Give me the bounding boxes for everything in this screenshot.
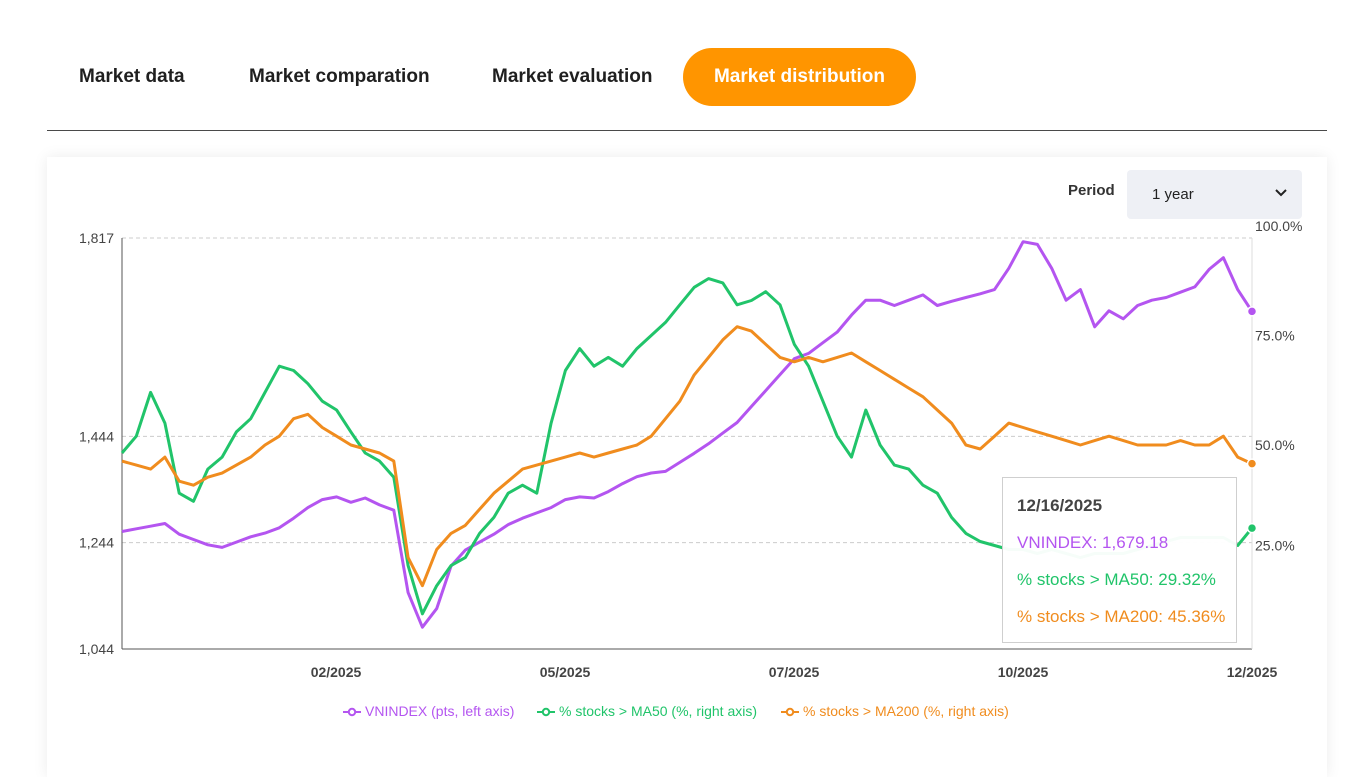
- series-end-marker-0: [1246, 306, 1258, 317]
- left-tick-label: 1,444: [79, 428, 114, 444]
- x-tick-label: 07/2025: [769, 664, 820, 680]
- period-select[interactable]: 1 year: [1127, 170, 1302, 219]
- chart-tooltip: 12/16/2025 VNINDEX: 1,679.18 % stocks > …: [1002, 477, 1237, 643]
- series-line-2: [121, 325, 1253, 588]
- tab-market-data[interactable]: Market data: [79, 66, 185, 87]
- legend-label: VNINDEX (pts, left axis): [365, 703, 515, 719]
- tooltip-vnindex: VNINDEX: 1,679.18: [1017, 533, 1169, 552]
- tooltip-date: 12/16/2025: [1017, 496, 1103, 515]
- left-tick-label: 1,044: [79, 641, 114, 657]
- legend-label: % stocks > MA50 (%, right axis): [559, 703, 758, 719]
- series-line-0: [121, 240, 1254, 629]
- legend-item-ma200[interactable]: % stocks > MA200 (%, right axis): [781, 703, 1009, 719]
- x-tick-label: 12/2025: [1227, 664, 1278, 680]
- x-tick-label: 05/2025: [540, 664, 591, 680]
- tab-market-comparation[interactable]: Market comparation: [249, 66, 430, 87]
- right-tick-label: 100.0%: [1255, 218, 1302, 234]
- right-tick-label: 25.0%: [1255, 538, 1295, 554]
- series-end-marker-1: [1246, 522, 1258, 534]
- x-tick-label: 10/2025: [998, 664, 1049, 680]
- period-label: Period: [1068, 182, 1115, 199]
- chart-ticks: 1,817 1,444 1,244 1,044 100.0% 75.0% 50.0% 25.0…: [79, 218, 1303, 680]
- tab-bar: Market data Market comparation Market ev…: [47, 0, 1327, 131]
- legend-label: % stocks > MA200 (%, right axis): [803, 703, 1009, 719]
- left-tick-label: 1,817: [79, 230, 114, 246]
- legend-item-vnindex[interactable]: VNINDEX (pts, left axis): [343, 703, 514, 719]
- right-tick-label: 50.0%: [1255, 437, 1295, 453]
- tooltip-ma50: % stocks > MA50: 29.32%: [1017, 570, 1216, 589]
- legend-marker-icon: [343, 708, 361, 717]
- period-select-value: 1 year: [1152, 186, 1194, 203]
- left-tick-label: 1,244: [79, 535, 114, 551]
- tab-market-distribution[interactable]: Market distribution: [683, 48, 916, 106]
- tooltip-ma200: % stocks > MA200: 45.36%: [1017, 607, 1226, 626]
- x-tick-label: 02/2025: [311, 664, 362, 680]
- legend-marker-icon: [781, 708, 799, 717]
- chart-card: [47, 157, 1327, 777]
- legend-item-ma50[interactable]: % stocks > MA50 (%, right axis): [537, 703, 757, 719]
- series-end-marker-2: [1246, 458, 1258, 469]
- tab-market-evaluation[interactable]: Market evaluation: [492, 66, 653, 87]
- right-tick-label: 75.0%: [1255, 328, 1295, 344]
- chart-end-markers: [1246, 306, 1258, 534]
- chevron-down-icon: [1275, 189, 1287, 197]
- legend-marker-icon: [537, 708, 555, 717]
